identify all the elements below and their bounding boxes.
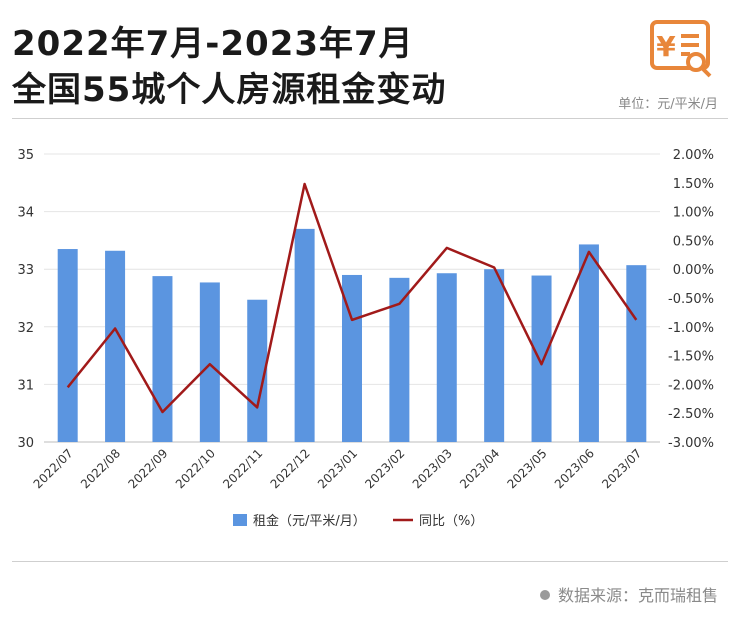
bar-series — [57, 228, 647, 442]
y-right-tick: 1.50% — [673, 177, 714, 192]
divider-bottom — [12, 561, 728, 562]
chart-title-line1: 2022年7月-2023年7月 — [12, 24, 414, 64]
bar-2023/04 — [484, 269, 505, 442]
bar-2023/06 — [578, 244, 599, 442]
bar-2023/03 — [436, 273, 457, 442]
bar-2023/07 — [626, 265, 647, 442]
bar-2022/11 — [247, 299, 268, 442]
y-right-tick: -0.50% — [668, 292, 714, 307]
x-tick-2022/07: 2022/07 — [31, 446, 76, 491]
bar-2023/02 — [389, 277, 410, 442]
x-tick-2023/01: 2023/01 — [315, 446, 360, 491]
y-right-tick: -2.00% — [668, 378, 714, 393]
line-yoy — [66, 182, 638, 414]
yuan-document-search-icon: ¥ — [650, 20, 712, 78]
y-left-tick: 34 — [17, 206, 34, 221]
y-right-tick: -1.00% — [668, 321, 714, 336]
unit-label: 单位：元/平米/月 — [618, 97, 718, 112]
source-note: 数据来源：克而瑞租售 — [539, 582, 718, 606]
y-left-tick: 35 — [17, 148, 34, 163]
bar-2022/08 — [105, 250, 126, 442]
y-right-tick: -3.00% — [668, 436, 714, 451]
y-right-tick: 1.00% — [673, 206, 714, 221]
x-tick-2023/07: 2023/07 — [599, 446, 644, 491]
y-left-tick: 32 — [17, 321, 34, 336]
x-tick-2022/10: 2022/10 — [173, 446, 218, 491]
bar-2022/12 — [294, 228, 315, 442]
x-tick-2023/02: 2023/02 — [362, 446, 407, 491]
bar-2023/05 — [531, 275, 552, 442]
legend-swatch-bar — [233, 514, 247, 526]
y-right-tick: 0.00% — [673, 263, 714, 278]
chart-title-line2: 全国55城个人房源租金变动 — [12, 70, 447, 110]
x-axis: 2022/07 2022/08 2022/09 2022/10 2022/11 2022/… — [31, 446, 645, 491]
x-tick-2023/05: 2023/05 — [505, 446, 550, 491]
legend: 租金（元/平米/月） 同比（%） — [233, 513, 483, 529]
y-axis-left: 30 31 32 33 34 35 — [17, 148, 34, 451]
bar-2023/01 — [342, 274, 362, 442]
bar-2022/09 — [152, 276, 173, 442]
combo-chart: 30 31 32 33 34 35 -3.00% -2.50% -2.00% -1.50% -1.… — [17, 148, 714, 529]
x-tick-2022/12: 2022/12 — [268, 446, 313, 491]
y-left-tick: 31 — [17, 378, 34, 393]
bullet-dot-icon — [539, 590, 550, 600]
y-axis-right: -3.00% -2.50% -2.00% -1.50% -1.00% -0.50% 0.00… — [668, 148, 714, 451]
source-text: 数据来源：克而瑞租售 — [557, 586, 718, 605]
y-left-tick: 33 — [17, 263, 34, 278]
y-right-tick: 2.00% — [673, 148, 714, 163]
bar-2022/10 — [199, 282, 220, 442]
divider-top — [12, 118, 728, 119]
x-tick-2022/11: 2022/11 — [220, 446, 265, 491]
x-tick-2022/09: 2022/09 — [125, 446, 170, 491]
legend-label-bar: 租金（元/平米/月） — [253, 513, 366, 529]
x-tick-2023/03: 2023/03 — [410, 446, 455, 491]
y-left-tick: 30 — [17, 436, 34, 451]
x-tick-2023/06: 2023/06 — [552, 446, 597, 491]
y-right-tick: -2.50% — [668, 407, 714, 422]
svg-text:¥: ¥ — [656, 30, 676, 63]
y-right-tick: -1.50% — [668, 350, 714, 365]
y-right-tick: 0.50% — [673, 234, 714, 249]
bar-2022/07 — [57, 249, 78, 442]
line-series — [66, 182, 638, 414]
legend-label-line: 同比（%） — [419, 514, 483, 529]
x-tick-2022/08: 2022/08 — [78, 446, 123, 491]
x-tick-2023/04: 2023/04 — [457, 446, 502, 491]
